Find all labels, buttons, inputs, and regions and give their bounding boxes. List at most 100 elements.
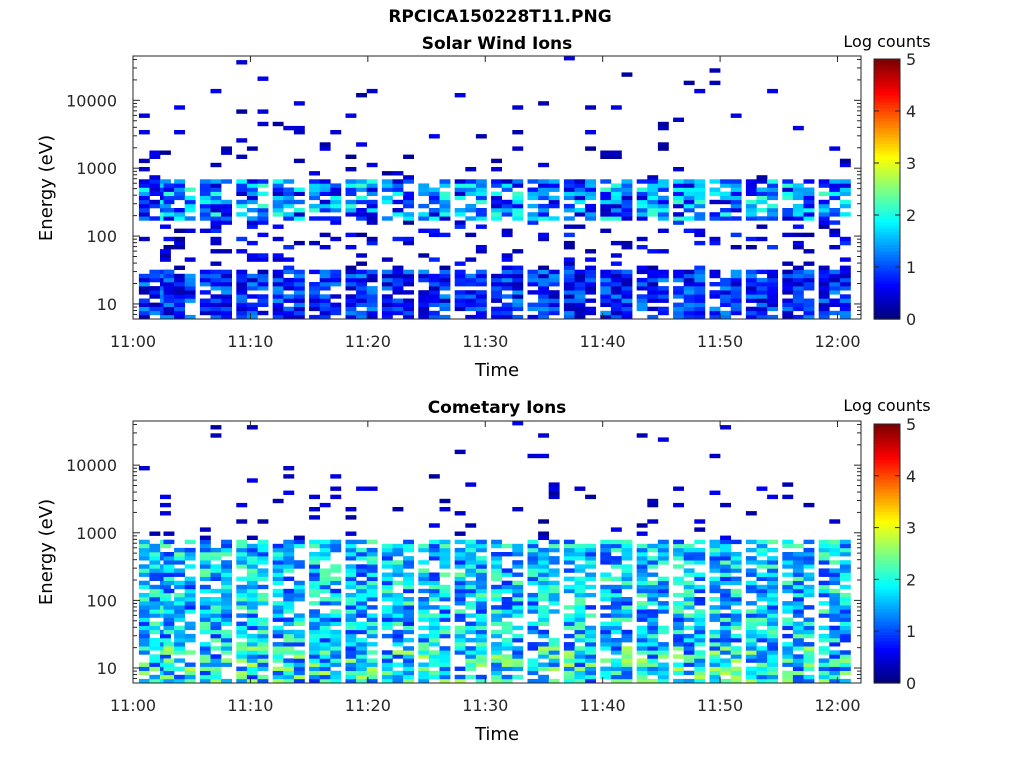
heatmap-cell bbox=[199, 216, 211, 221]
heatmap-cell bbox=[418, 654, 430, 659]
heatmap-cell bbox=[621, 212, 633, 217]
heatmap-cell bbox=[257, 277, 269, 283]
heatmap-cell bbox=[272, 650, 284, 655]
heatmap-cell bbox=[439, 670, 451, 676]
heatmap-cell bbox=[454, 208, 466, 213]
heatmap-cell bbox=[730, 273, 742, 279]
heatmap-cell bbox=[403, 678, 414, 684]
heatmap-cell bbox=[257, 556, 269, 561]
heatmap-cell bbox=[730, 568, 742, 573]
heatmap-cell bbox=[392, 298, 404, 303]
heatmap-cell bbox=[345, 539, 357, 545]
heatmap-cell bbox=[621, 576, 633, 581]
heatmap-cell bbox=[345, 621, 357, 626]
heatmap-cell bbox=[293, 130, 305, 135]
heatmap-cell bbox=[647, 633, 659, 639]
heatmap-cell bbox=[293, 560, 305, 565]
heatmap-cell bbox=[636, 277, 648, 283]
heatmap-cell bbox=[647, 183, 659, 188]
x-tick-label: 11:10 bbox=[227, 332, 273, 351]
heatmap-cell bbox=[829, 179, 841, 184]
heatmap-cell bbox=[330, 302, 342, 307]
heatmap-cell bbox=[138, 547, 150, 553]
heatmap-cell bbox=[366, 298, 378, 303]
heatmap-cell bbox=[160, 203, 171, 209]
colorbar-swatch bbox=[874, 631, 900, 635]
heatmap-cell bbox=[745, 678, 757, 684]
heatmap-cell bbox=[210, 195, 222, 201]
y-axis-label: Energy (eV) bbox=[36, 135, 57, 241]
heatmap-cell bbox=[345, 625, 357, 631]
heatmap-cell bbox=[345, 298, 357, 303]
heatmap-cell bbox=[792, 584, 804, 590]
heatmap-cell bbox=[366, 310, 378, 316]
heatmap-cell bbox=[538, 314, 549, 320]
colorbar-swatch bbox=[874, 299, 900, 304]
heatmap-cell bbox=[293, 277, 305, 283]
heatmap-cell bbox=[138, 670, 150, 676]
heatmap-cell bbox=[160, 224, 171, 229]
heatmap-cell bbox=[538, 302, 549, 307]
heatmap-cell bbox=[465, 257, 477, 262]
colorbar-swatch bbox=[874, 472, 900, 477]
heatmap-cell bbox=[610, 150, 622, 155]
heatmap-cell bbox=[767, 670, 778, 676]
heatmap-cell bbox=[356, 552, 367, 557]
heatmap-cell bbox=[585, 564, 596, 569]
heatmap-cell bbox=[767, 592, 778, 598]
heatmap-cell bbox=[345, 515, 357, 520]
heatmap-cell bbox=[283, 245, 295, 250]
heatmap-cell bbox=[730, 580, 742, 586]
heatmap-cell bbox=[621, 187, 633, 192]
heatmap-cell bbox=[366, 678, 378, 684]
heatmap-cell bbox=[345, 183, 357, 188]
heatmap-cell bbox=[210, 282, 222, 287]
heatmap-cell bbox=[574, 187, 586, 192]
heatmap-cell bbox=[563, 310, 575, 316]
heatmap-cell bbox=[839, 629, 851, 635]
colorbar-swatch bbox=[874, 250, 900, 255]
heatmap-cell bbox=[392, 199, 404, 205]
heatmap-cell bbox=[381, 597, 393, 602]
heatmap-cell bbox=[548, 216, 560, 221]
heatmap-cell bbox=[491, 613, 502, 618]
heatmap-cell bbox=[610, 273, 622, 279]
heatmap-cell bbox=[210, 638, 222, 643]
heatmap-cell bbox=[829, 282, 841, 287]
heatmap-cell bbox=[475, 629, 487, 635]
heatmap-cell bbox=[283, 560, 295, 565]
heatmap-cell bbox=[657, 556, 669, 561]
heatmap-cell bbox=[309, 269, 320, 275]
heatmap-cell bbox=[199, 670, 211, 676]
heatmap-cell bbox=[709, 638, 721, 643]
heatmap-cell bbox=[574, 568, 586, 573]
heatmap-cell bbox=[356, 290, 367, 295]
heatmap-cell bbox=[210, 216, 222, 221]
heatmap-cell bbox=[636, 666, 648, 671]
heatmap-cell bbox=[563, 183, 575, 188]
heatmap-cell bbox=[236, 629, 248, 635]
heatmap-cell bbox=[454, 633, 466, 639]
heatmap-cell bbox=[210, 306, 222, 312]
heatmap-cell bbox=[184, 290, 196, 295]
heatmap-cell bbox=[745, 282, 757, 287]
heatmap-cell bbox=[319, 179, 331, 184]
heatmap-cell bbox=[621, 670, 633, 676]
heatmap-cell bbox=[199, 282, 211, 287]
heatmap-cell bbox=[527, 580, 539, 586]
heatmap-cell bbox=[403, 175, 414, 180]
heatmap-cell bbox=[767, 646, 778, 651]
heatmap-cell bbox=[236, 633, 248, 639]
heatmap-cell bbox=[657, 306, 669, 312]
heatmap-cell bbox=[683, 560, 695, 565]
heatmap-cell bbox=[548, 638, 560, 643]
heatmap-cell bbox=[356, 314, 367, 320]
heatmap-cell bbox=[330, 236, 342, 242]
heatmap-cell bbox=[818, 277, 830, 283]
heatmap-cell bbox=[330, 543, 342, 549]
heatmap-cell bbox=[454, 212, 466, 217]
heatmap-cell bbox=[756, 298, 768, 303]
heatmap-cell bbox=[138, 298, 150, 303]
heatmap-cell bbox=[548, 556, 560, 561]
colorbar-swatch bbox=[874, 628, 900, 632]
